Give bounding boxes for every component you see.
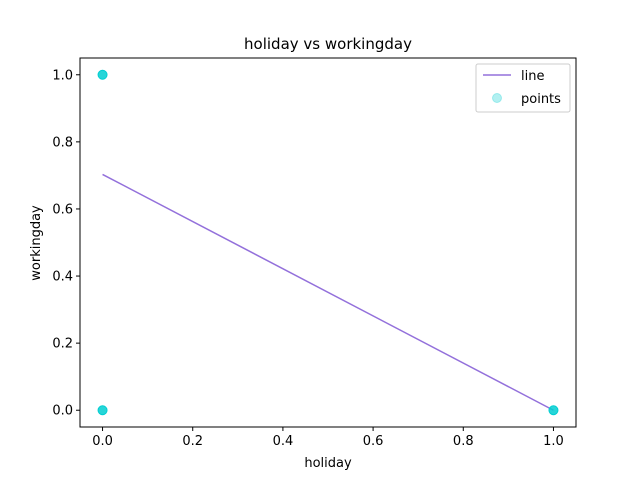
x-tick-label: 1.0 [543, 434, 564, 449]
y-tick-label: 0.2 [52, 337, 73, 352]
x-tick-label: 0.6 [363, 434, 384, 449]
x-tick-label: 0.4 [273, 434, 294, 449]
y-tick-label: 0.8 [52, 135, 73, 150]
y-axis-label: workingday [29, 205, 44, 281]
legend-box [475, 63, 571, 113]
scatter-point [548, 405, 559, 416]
y-tick-label: 0.4 [52, 270, 73, 285]
x-tick-label: 0.2 [182, 434, 203, 449]
legend-points-label: points [521, 92, 561, 107]
x-axis-label: holiday [304, 456, 352, 471]
legend-line-label: line [521, 69, 544, 84]
scatter-point [97, 405, 108, 416]
legend-points-marker [492, 93, 502, 103]
axis-ticks: 0.0 0.2 0.4 0.6 0.8 1.0 0.0 0.2 0.4 0.6 0.8 1.0 [52, 68, 563, 449]
y-tick-label: 1.0 [52, 68, 73, 83]
scatter-point [97, 69, 108, 80]
plot-frame [79, 57, 577, 428]
chart-title: holiday vs workingday [244, 35, 412, 53]
plot-area [97, 69, 559, 416]
y-tick-label: 0.6 [52, 202, 73, 217]
x-tick-label: 0.8 [453, 434, 474, 449]
series-line [102, 173, 554, 411]
x-tick-label: 0.0 [92, 434, 113, 449]
legend: line points [475, 63, 571, 113]
y-tick-label: 0.0 [52, 404, 73, 419]
